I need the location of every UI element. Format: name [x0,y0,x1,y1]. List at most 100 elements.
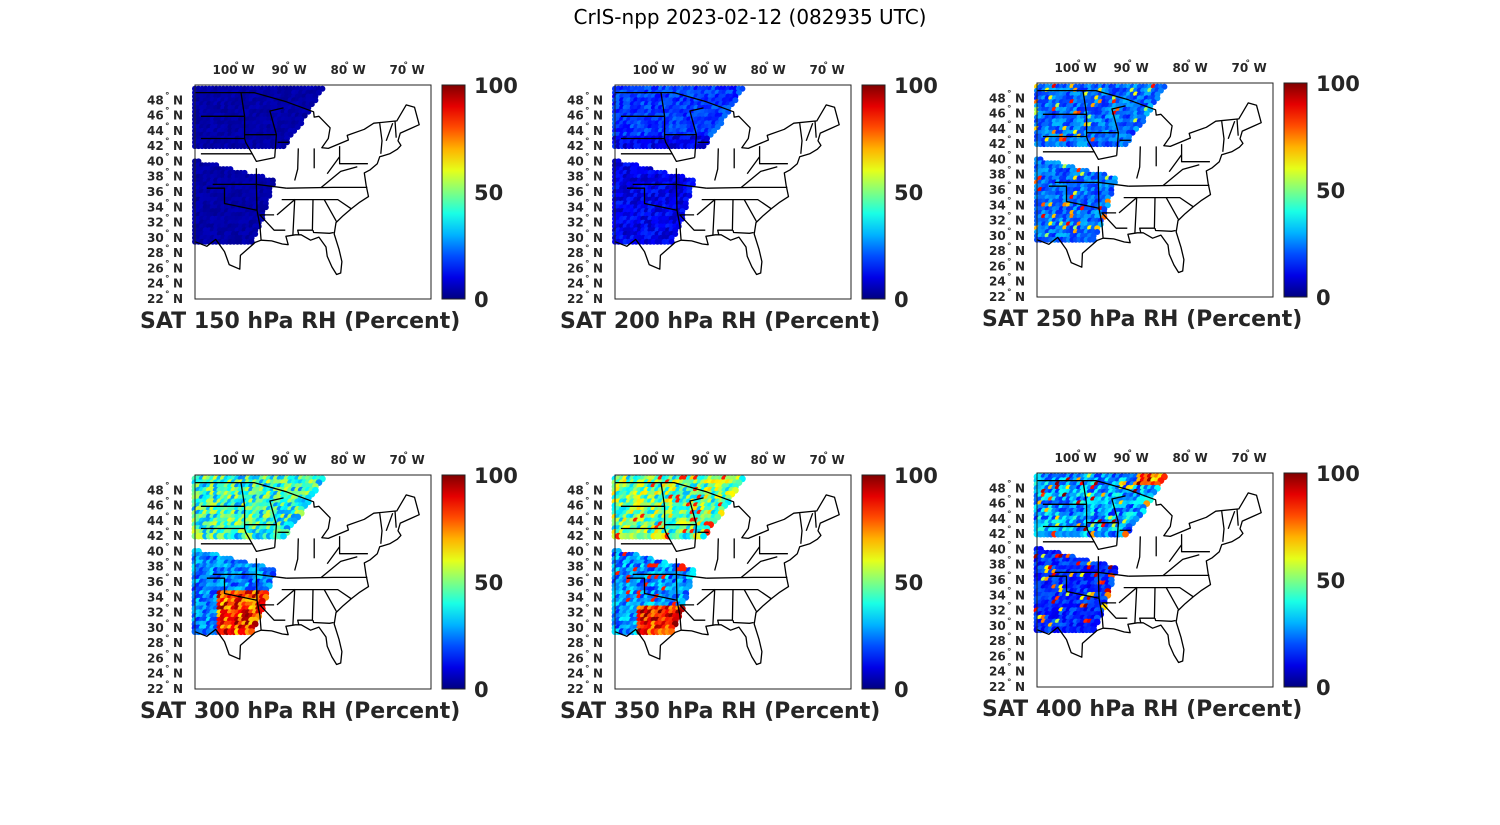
lat-tick-label: 28 [989,244,1006,258]
lat-tick-label: 22 [989,290,1006,304]
colorbar [861,474,886,690]
lat-tick-label: 40 [567,154,584,168]
lat-tick-label: 48 [147,93,164,107]
swath-observations [1034,83,1168,243]
lat-tick-label: 44 [989,122,1006,136]
rh-observation-point [291,127,298,134]
lon-tick-label: 90 [692,63,709,77]
rh-observation-point [1104,202,1111,209]
lat-tick-label: 34 [147,590,164,604]
lat-tick-label: 36 [147,575,164,589]
lat-tick-label: 30 [147,621,164,635]
map-svg: 100° W 90° W 80° W 70° W48 ° N46 ° N44 ° N42 ° N40 ° N38 °… [989,59,1360,310]
colorbar [861,84,886,300]
rh-observation-point [1154,95,1161,102]
map-panel: 100 ° W 90 ° W 80 ° W 70 ° W 48 ° N 46 ° N 44 ° N 42 ° N 40 ° N 38 °… [140,55,540,375]
lat-tick-label: 40 [567,544,584,558]
lat-tick-label: 26 [989,259,1006,273]
lat-tick-label: 22 [147,292,164,306]
rh-observation-point [728,101,735,108]
rh-observation-point [262,204,269,211]
lat-tick-label: 28 [567,636,584,650]
rh-observation-point [1133,125,1140,132]
map-svg: 100° W 90° W 80° W 70° W48 ° N46 ° N44 ° N42 ° N40 ° N38 °… [989,449,1360,700]
state-boundaries [194,91,420,276]
lat-tick-label: 42 [567,529,584,543]
lat-tick-label: 44 [147,514,164,528]
map-panel: 100 ° W 90 ° W 80 ° W 70 ° W 48 ° N 46 ° N 44 ° N 42 ° N 40 ° N 38 °… [982,443,1382,763]
colorbar-tick-label: 50 [474,571,503,595]
colorbar-tick-label: 0 [894,288,909,312]
map-panel: 100 ° W 90 ° W 80 ° W 70 ° W 48 ° N 46 ° N 44 ° N 42 ° N 40 ° N 38 °… [560,445,960,765]
lat-tick-label: 26 [567,651,584,665]
rh-observation-point [732,97,739,104]
colorbar-tick-label: 0 [474,288,489,312]
lon-tick-label: 100 [633,63,658,77]
rh-observation-point [1157,87,1164,94]
rh-observation-point [315,89,322,96]
rh-observation-point [1150,99,1157,106]
lat-tick-label: 32 [147,216,164,230]
lat-tick-label: 46 [147,109,164,123]
rh-observation-point [252,231,259,237]
lat-tick-label: 30 [147,231,164,245]
colorbar-tick-label: 0 [474,678,489,702]
rh-observation-point [1140,118,1147,125]
lat-tick-label: 42 [147,529,164,543]
rh-observation-point [1129,129,1136,136]
lat-tick-label: 34 [147,200,164,214]
panel-title: SAT 300 hPa RH (Percent) [140,699,461,724]
lat-tick-label: 26 [567,261,584,275]
rh-observation-point [1122,141,1129,148]
rh-observation-point [718,120,725,127]
lat-tick-label: 24 [147,667,164,681]
lat-tick-label: 38 [567,560,584,574]
lat-tick-label: 46 [567,109,584,123]
lat-tick-label: 32 [989,214,1006,228]
colorbar [1283,82,1308,298]
lat-tick-label: 36 [989,183,1006,197]
state-boundaries [614,91,840,276]
rh-observation-point [1090,236,1097,243]
lat-tick-label: 34 [989,198,1006,212]
rh-observation-point [679,215,686,222]
rh-observation-point [682,204,689,211]
lat-tick-label: 48 [147,483,164,497]
rh-observation-point [735,89,742,96]
colorbar-tick-label: 100 [894,464,938,488]
lon-tick-label: 70 [390,63,407,77]
lat-tick-label: 48 [567,483,584,497]
lat-tick-label: 32 [567,216,584,230]
lat-tick-label: 30 [567,231,584,245]
colorbar-tick-label: 100 [1316,72,1360,96]
lat-tick-label: 22 [567,682,584,696]
lat-tick-label: 44 [567,124,584,138]
map-panel: 100 ° W 90 ° W 80 ° W 70 ° W 48 ° N 46 ° N 44 ° N 42 ° N 40 ° N 38 °… [140,445,540,765]
rh-observation-point [711,127,718,134]
lat-tick-label: 46 [147,499,164,513]
lon-tick-label: 90 [692,453,709,467]
rh-observation-point [686,192,693,199]
lat-tick-label: 46 [989,107,1006,121]
lon-tick-label: 90 [1114,61,1131,75]
swath-observations [191,475,326,636]
lat-tick-label: 40 [147,544,164,558]
rh-observation-point [294,124,301,130]
rh-observation-point [739,85,746,92]
lon-tick-label: 100 [1055,61,1080,75]
lat-tick-label: 42 [147,139,164,153]
swath-observations [612,85,746,245]
rh-observation-point [301,112,308,119]
lon-tick-label: 80 [1173,61,1190,75]
lat-tick-label: 24 [567,667,584,681]
lat-tick-label: 22 [567,292,584,306]
map-svg: 100° W 90° W 80° W 70° W48 ° N46 ° N44 ° N42 ° N40 ° N38 °… [147,61,518,312]
rh-observation-point [266,192,273,199]
lat-tick-label: 24 [567,277,584,291]
panel-title: SAT 150 hPa RH (Percent) [140,309,461,334]
panel-title: SAT 350 hPa RH (Percent) [560,699,881,724]
colorbar-tick-label: 100 [894,74,938,98]
rh-observation-point [280,143,287,150]
colorbar-tick-label: 50 [894,181,923,205]
lat-tick-label: 28 [147,636,164,650]
